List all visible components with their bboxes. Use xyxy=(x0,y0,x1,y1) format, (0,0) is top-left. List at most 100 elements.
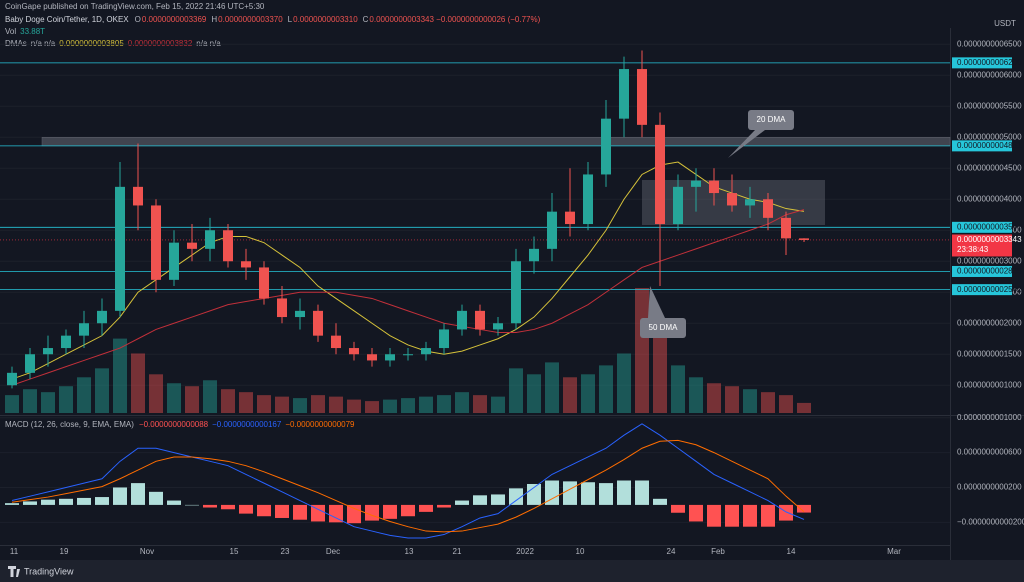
annotation: 20 DMA xyxy=(757,115,787,124)
candle-body xyxy=(61,335,71,349)
volume-bar xyxy=(599,365,613,413)
volume-bar xyxy=(203,380,217,413)
candle-body xyxy=(313,310,323,336)
candle-body xyxy=(79,323,89,336)
macd-histogram-bar xyxy=(563,481,577,505)
volume-bar xyxy=(491,396,505,413)
price-tag xyxy=(952,234,1012,257)
level-tag xyxy=(952,221,1012,233)
x-tick-label: 13 xyxy=(405,547,414,556)
volume-bar xyxy=(689,377,703,413)
logo xyxy=(8,566,20,577)
footer-brand: TradingView xyxy=(24,566,74,576)
footer-bar xyxy=(0,560,1024,582)
header-text: −0.0000000000088 xyxy=(139,420,209,429)
candle-body xyxy=(169,242,179,280)
macd-histogram-bar xyxy=(95,497,109,505)
macd-histogram-bar xyxy=(617,480,631,505)
header-text: 0.0000000003343 −0.0000000000026 (−0.77%… xyxy=(369,15,540,24)
macd-tick-label: −0.0000000000200 xyxy=(957,517,1024,526)
volume-bar xyxy=(761,392,775,413)
macd-histogram-bar xyxy=(293,504,307,520)
callout-pointer xyxy=(648,286,665,318)
annotation: 50 DMA xyxy=(649,323,679,332)
candle-body xyxy=(727,193,737,206)
header-text: 33.88T xyxy=(20,27,45,36)
macd-histogram-bar xyxy=(41,499,55,505)
candle-body xyxy=(709,180,719,194)
candle-body xyxy=(205,230,215,249)
volume-bar xyxy=(311,395,325,413)
volume-bar xyxy=(149,374,163,413)
x-tick-label: Dec xyxy=(326,547,340,556)
volume-bar xyxy=(527,374,541,413)
volume-bar xyxy=(707,383,721,413)
candle-body xyxy=(385,354,395,361)
level-label: 0.0000000004861 xyxy=(957,141,1022,150)
candle-body xyxy=(421,348,431,355)
volume-bar xyxy=(167,383,181,413)
candle-body xyxy=(511,261,521,324)
macd-histogram-bar xyxy=(23,501,37,505)
countdown: 23:38:43 xyxy=(957,245,989,254)
header-text: O xyxy=(135,15,141,24)
candle-body xyxy=(403,354,413,356)
volume-bar xyxy=(185,386,199,413)
x-tick-label: 19 xyxy=(60,547,69,556)
candle-body xyxy=(25,354,35,373)
level-tag xyxy=(952,140,1012,152)
macd-histogram-bar xyxy=(131,483,145,505)
header-text: −0.0000000000079 xyxy=(285,420,355,429)
macd-histogram-bar xyxy=(599,483,613,505)
macd-tick-label: 0.0000000000200 xyxy=(957,483,1022,492)
y-tick-label: 0.0000000005000 xyxy=(957,132,1022,141)
macd-histogram-bar xyxy=(365,504,379,521)
x-tick-label: 21 xyxy=(453,547,462,556)
y-tick-label: 0.0000000001000 xyxy=(957,380,1022,389)
x-tick-label: 24 xyxy=(667,547,676,556)
volume-bar xyxy=(5,395,19,413)
volume-bar xyxy=(293,398,307,413)
macd-histogram-bar xyxy=(743,504,757,527)
macd-histogram-bar xyxy=(275,504,289,518)
macd-histogram-bar xyxy=(203,504,217,508)
volume-bar xyxy=(797,402,811,413)
macd-histogram-bar xyxy=(185,504,199,506)
macd-line xyxy=(11,423,805,539)
x-tick-label: 15 xyxy=(230,547,239,556)
x-tick-label: Feb xyxy=(711,547,725,556)
macd-histogram-bar xyxy=(257,504,271,517)
candle-body xyxy=(655,124,665,225)
y-tick-label: 0.0000000004500 xyxy=(957,163,1022,172)
x-tick-label: 10 xyxy=(576,547,585,556)
volume-bar xyxy=(257,395,271,413)
volume-bar xyxy=(383,399,397,413)
header-text: 0.0000000003310 xyxy=(293,15,358,24)
header-text: 0.0000000003370 xyxy=(218,15,283,24)
volume-bar xyxy=(23,389,37,413)
candle-body xyxy=(691,180,701,187)
candle-body xyxy=(439,329,449,349)
header-text: 0.0000000003369 xyxy=(142,15,207,24)
volume-bar xyxy=(743,389,757,413)
candle-body xyxy=(619,69,629,119)
macd-histogram-bar xyxy=(779,504,793,521)
volume-bar xyxy=(419,396,433,413)
macd-histogram-bar xyxy=(509,488,523,505)
volume-bar xyxy=(329,396,343,413)
volume-bar xyxy=(779,395,793,413)
candle-body xyxy=(7,372,17,386)
macd-histogram-bar xyxy=(383,504,397,519)
candle-body xyxy=(223,230,233,262)
volume-bar xyxy=(59,386,73,413)
candle-body xyxy=(673,186,683,225)
header-text: Vol xyxy=(5,27,16,36)
callout-box xyxy=(748,110,794,130)
macd-histogram-bar xyxy=(149,491,163,505)
macd-histogram-bar xyxy=(113,487,127,505)
y-tick-label: 0.0000000002000 xyxy=(957,318,1022,327)
volume-bar xyxy=(239,392,253,413)
header-text: C xyxy=(363,15,369,24)
signal-line xyxy=(11,439,805,533)
